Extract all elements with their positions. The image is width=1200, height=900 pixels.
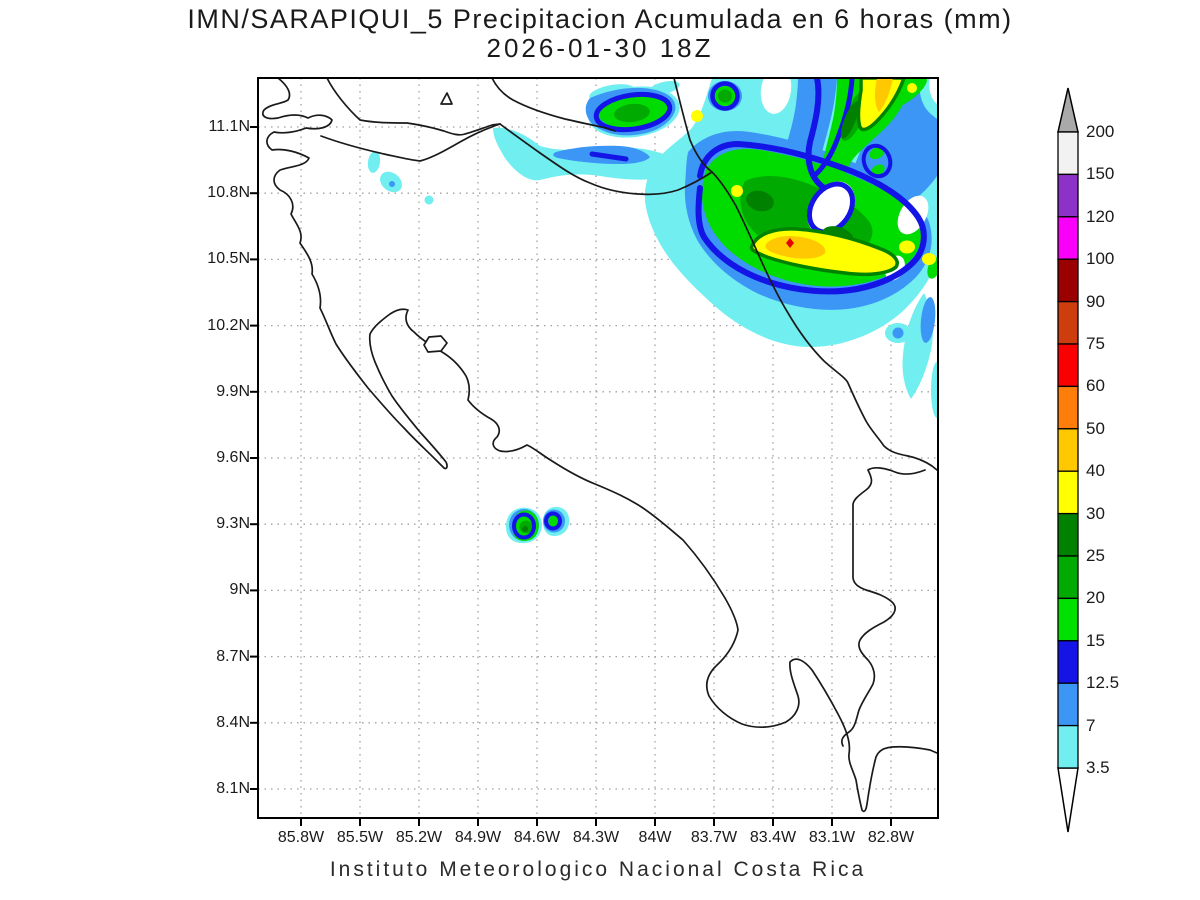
lake-nicaragua-east-shore bbox=[491, 78, 616, 132]
precip-level-40mm bbox=[765, 78, 893, 259]
panama-border bbox=[840, 466, 926, 747]
colorbar-segment bbox=[1057, 640, 1079, 684]
nicaragua-land-border bbox=[320, 123, 501, 162]
x-tick-label: 84.9W bbox=[454, 829, 502, 846]
colorbar-segment bbox=[1057, 470, 1079, 515]
precip-level-12-5mm bbox=[512, 78, 927, 540]
colorbar-tick-label: 75 bbox=[1086, 334, 1105, 353]
y-tick-label: 10.2N bbox=[207, 316, 250, 334]
colorbar-segment bbox=[1057, 682, 1079, 727]
san-juan-river-border bbox=[499, 123, 713, 196]
colorbar-tick-label: 15 bbox=[1086, 630, 1105, 650]
y-tick-label: 8.7N bbox=[216, 647, 250, 665]
colorbar-arrow-top bbox=[1057, 87, 1079, 133]
colorbar-tick-label: 120 bbox=[1086, 206, 1115, 226]
y-tick-label: 10.5N bbox=[207, 250, 250, 268]
y-tick-label: 9N bbox=[229, 581, 250, 599]
x-tick-label: 84.3W bbox=[572, 829, 620, 846]
colorbar-tick-label: 12.5 bbox=[1086, 673, 1120, 693]
x-tick-label: 84.6W bbox=[513, 829, 561, 846]
map-frame bbox=[257, 77, 939, 819]
colorbar-segment bbox=[1057, 173, 1079, 218]
colorbar-segment bbox=[1057, 597, 1079, 642]
x-tick-label: 85.5W bbox=[336, 829, 384, 846]
colorbar-tick-label: 50 bbox=[1086, 418, 1105, 438]
colorbar-tick-label: 30 bbox=[1086, 503, 1105, 523]
colorbar-segment bbox=[1057, 385, 1079, 430]
axis-ticks bbox=[250, 126, 892, 826]
colorbar-segment bbox=[1057, 343, 1079, 388]
colorbar-segment bbox=[1057, 555, 1079, 600]
x-tick-label: 85.8W bbox=[277, 829, 325, 846]
y-tick-label: 9.6N bbox=[216, 449, 250, 466]
y-tick-label: 9.3N bbox=[216, 515, 250, 533]
colorbar-segment bbox=[1057, 258, 1079, 303]
colorbar-tick-label: 200 bbox=[1086, 122, 1115, 141]
x-tick-label: 83.4W bbox=[749, 829, 797, 846]
y-tick-label: 8.4N bbox=[216, 713, 250, 731]
colorbar-tick-label: 60 bbox=[1086, 376, 1105, 396]
colorbar-tick-label: 25 bbox=[1086, 546, 1105, 565]
plot-title: IMN/SARAPIQUI_5 Precipitacion Acumulada … bbox=[187, 4, 1013, 34]
colorbar-tick-label: 7 bbox=[1086, 715, 1096, 735]
x-tick-label: 84W bbox=[638, 829, 672, 846]
colorbar-segment bbox=[1057, 131, 1079, 176]
coastline-layer bbox=[261, 78, 938, 813]
colorbar-segment bbox=[1057, 300, 1079, 345]
attribution-text: Instituto Meteorologico Nacional Costa R… bbox=[329, 858, 867, 881]
x-tick-label: 83.7W bbox=[690, 829, 738, 846]
colorbar-segment bbox=[1057, 428, 1079, 472]
chira-island bbox=[423, 335, 448, 353]
colorbar-segment bbox=[1057, 216, 1079, 260]
x-tick-label: 83.1W bbox=[808, 829, 856, 846]
colorbar-tick-label: 100 bbox=[1086, 249, 1115, 269]
colorbar-segment bbox=[1057, 724, 1079, 769]
colorbar-segment bbox=[1057, 512, 1079, 557]
precip-max-dot bbox=[786, 238, 794, 248]
colorbar-tick-label: 40 bbox=[1086, 461, 1105, 481]
x-tick-label: 82.8W bbox=[867, 829, 915, 846]
caribbean-coastline bbox=[673, 78, 938, 471]
colorbar bbox=[1057, 87, 1079, 833]
y-tick-label: 8.1N bbox=[216, 780, 250, 797]
colorbar-tick-label: 90 bbox=[1086, 291, 1105, 311]
colorbar-tick-label: 3.5 bbox=[1086, 758, 1110, 777]
colorbar-arrow-bottom bbox=[1057, 767, 1079, 833]
precipitation-shading bbox=[367, 78, 938, 544]
y-tick-label: 11.1N bbox=[208, 118, 250, 135]
y-tick-label: 9.9N bbox=[216, 382, 250, 400]
plot-subtitle: 2026-01-30 18Z bbox=[486, 33, 714, 63]
lake-nicaragua-south-shore bbox=[326, 78, 501, 136]
ometepe-island bbox=[440, 92, 453, 105]
x-tick-label: 85.2W bbox=[395, 829, 443, 846]
y-tick-label: 10.8N bbox=[207, 184, 250, 202]
colorbar-tick-label: 20 bbox=[1086, 588, 1105, 608]
colorbar-tick-label: 150 bbox=[1086, 164, 1115, 184]
